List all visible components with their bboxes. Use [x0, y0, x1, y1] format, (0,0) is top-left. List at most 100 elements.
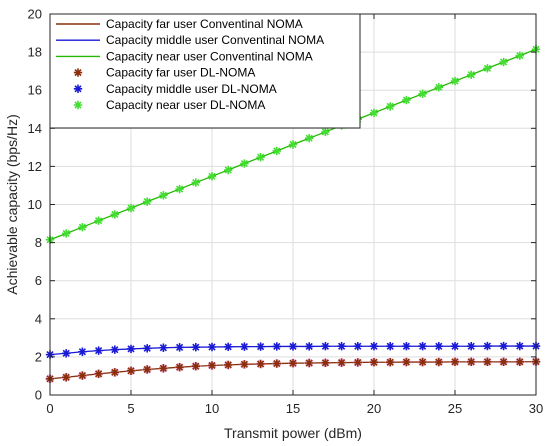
y-tick-label: 2 — [35, 349, 42, 364]
data-point-marker — [240, 159, 249, 168]
data-point-marker — [321, 358, 330, 368]
data-point-marker — [78, 222, 87, 232]
legend-box — [49, 13, 361, 129]
y-tick-label: 0 — [35, 388, 42, 403]
data-point-marker — [483, 341, 492, 351]
data-point-marker — [467, 342, 476, 351]
x-tick-label: 0 — [46, 401, 53, 416]
data-point-marker — [78, 347, 87, 356]
y-axis-label: Achievable capacity (bps/Hz) — [4, 114, 20, 295]
y-tick-label: 12 — [28, 159, 42, 174]
data-point-marker — [94, 216, 103, 225]
data-point-marker — [110, 368, 119, 377]
legend-entry-label: Capacity middle user DL-NOMA — [106, 82, 277, 96]
data-point-marker — [159, 364, 168, 373]
y-tick-label: 20 — [28, 7, 42, 22]
data-point-marker — [240, 342, 249, 351]
data-point-marker — [110, 210, 119, 219]
data-point-marker — [418, 89, 427, 99]
legend-entry-label: Capacity near user DL-NOMA — [106, 98, 265, 112]
data-point-marker — [337, 342, 346, 351]
data-point-marker — [386, 342, 395, 351]
data-point-marker — [515, 51, 524, 60]
data-point-marker — [402, 342, 411, 351]
legend-marker-swatch — [73, 68, 83, 77]
data-point-marker — [272, 359, 281, 368]
data-point-marker — [434, 342, 443, 351]
data-point-marker — [159, 343, 168, 352]
data-point-marker — [369, 342, 379, 351]
data-point-marker — [450, 357, 460, 367]
axis-ticks: 0 5 10 15 20 25 30 0 2 4 6 8 10 12 14 16 18 20 — [28, 7, 544, 417]
data-point-marker — [353, 358, 362, 367]
series-markers-4 — [45, 341, 541, 359]
y-tick-label: 16 — [28, 83, 42, 98]
data-point-marker — [207, 361, 217, 370]
data-point-marker — [386, 358, 395, 367]
data-point-marker — [369, 358, 379, 367]
data-point-marker — [78, 371, 87, 380]
data-point-marker — [353, 342, 362, 351]
data-point-marker — [499, 341, 508, 351]
data-point-marker — [126, 366, 136, 376]
data-point-marker — [402, 95, 411, 105]
data-point-marker — [126, 203, 136, 213]
data-point-marker — [62, 349, 71, 358]
data-point-marker — [143, 344, 152, 353]
data-point-marker — [467, 70, 476, 79]
x-tick-label: 10 — [205, 401, 219, 416]
y-tick-label: 8 — [35, 235, 42, 250]
data-point-marker — [256, 342, 265, 351]
data-point-marker — [288, 342, 298, 351]
data-point-marker — [467, 357, 476, 367]
data-point-marker — [224, 360, 233, 370]
data-point-marker — [224, 165, 233, 175]
data-point-marker — [337, 358, 346, 367]
data-point-marker — [256, 359, 265, 369]
data-point-marker — [402, 357, 411, 367]
y-tick-label: 14 — [28, 121, 42, 136]
data-point-marker — [386, 102, 395, 111]
data-point-marker — [175, 184, 184, 194]
data-point-marker — [191, 178, 200, 187]
data-point-marker — [321, 127, 330, 137]
data-point-marker — [515, 357, 524, 367]
data-point-marker — [288, 358, 298, 368]
data-point-marker — [175, 343, 184, 352]
data-point-marker — [94, 369, 103, 379]
x-tick-label: 20 — [367, 401, 381, 416]
data-point-marker — [175, 362, 184, 372]
data-point-marker — [272, 342, 281, 351]
data-point-marker — [450, 342, 460, 351]
legend-entry-label: Capacity far user DL-NOMA — [106, 66, 255, 80]
x-tick-label: 25 — [448, 401, 462, 416]
data-point-marker — [110, 345, 119, 354]
data-point-marker — [515, 341, 524, 351]
data-point-marker — [143, 365, 152, 374]
data-point-marker — [434, 357, 443, 367]
y-tick-label: 18 — [28, 45, 42, 60]
data-point-marker — [418, 357, 427, 367]
legend-entry-label: Capacity middle user Conventinal NOMA — [106, 33, 324, 47]
data-point-marker — [94, 346, 103, 355]
legend-entry-label: Capacity far user Conventinal NOMA — [106, 17, 303, 31]
data-point-marker — [288, 140, 298, 149]
legend-marker-swatch — [73, 100, 83, 110]
y-tick-label: 10 — [28, 197, 42, 212]
data-point-marker — [499, 57, 508, 67]
x-tick-label: 30 — [529, 401, 543, 416]
data-point-marker — [126, 344, 136, 354]
data-point-marker — [305, 342, 314, 351]
data-point-marker — [143, 197, 152, 206]
data-point-marker — [483, 64, 492, 73]
data-point-marker — [256, 153, 265, 162]
y-tick-label: 4 — [35, 311, 42, 326]
data-point-marker — [207, 172, 217, 181]
data-point-marker — [272, 146, 281, 156]
data-point-marker — [369, 108, 379, 118]
x-tick-label: 15 — [286, 401, 300, 416]
x-axis-label: Transmit power (dBm) — [224, 425, 362, 441]
y-tick-label: 6 — [35, 273, 42, 288]
data-point-marker — [62, 373, 71, 382]
